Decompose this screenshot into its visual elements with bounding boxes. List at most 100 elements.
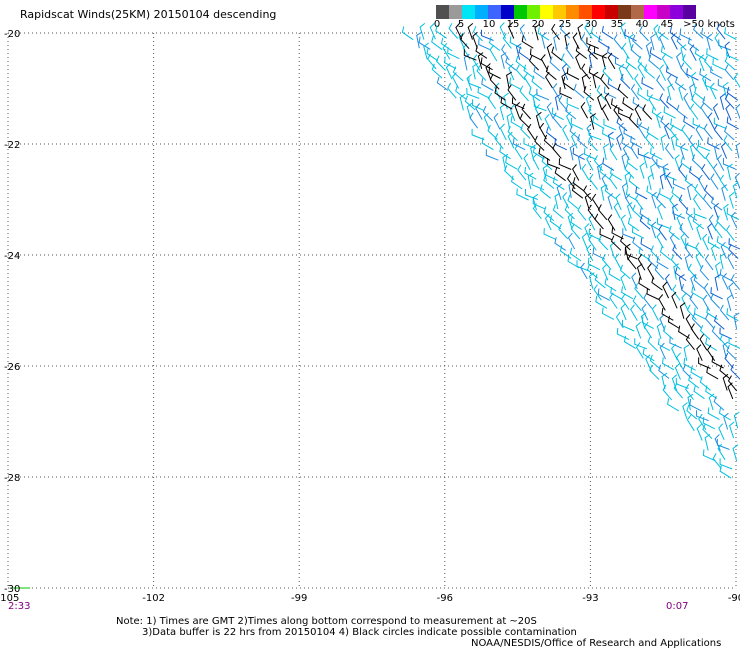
wind-barb	[655, 193, 667, 209]
wind-barb	[667, 315, 680, 329]
wind-barb	[699, 334, 708, 351]
wind-barb	[688, 134, 698, 151]
wind-barb	[482, 106, 493, 122]
wind-barb	[597, 288, 611, 301]
wind-barb	[500, 52, 507, 69]
wind-barb	[572, 32, 580, 50]
wind-barb	[515, 55, 527, 70]
wind-barb	[509, 77, 522, 91]
wind-barb	[676, 52, 682, 69]
wind-barb	[544, 213, 552, 231]
wind-barb	[662, 163, 669, 180]
wind-barb	[501, 44, 510, 61]
wind-barb	[721, 184, 727, 201]
wind-barb	[647, 263, 655, 280]
wind-barb	[511, 97, 525, 110]
wind-barb	[694, 307, 707, 320]
wind-barb	[539, 184, 552, 199]
wind-barb	[551, 23, 560, 40]
wind-barb	[678, 84, 684, 101]
lat-tick-label: -28	[4, 473, 20, 484]
wind-barb	[603, 118, 617, 131]
wind-barb	[693, 385, 705, 400]
wind-barb	[586, 244, 594, 262]
wind-barb	[641, 77, 654, 90]
wind-barb	[531, 75, 543, 90]
wind-barb	[665, 172, 673, 189]
wind-barb	[483, 112, 490, 130]
wind-barb	[634, 73, 643, 90]
wind-barb	[552, 176, 565, 191]
wind-barb	[641, 303, 649, 321]
wind-barb	[681, 124, 691, 141]
wind-barb	[706, 48, 719, 61]
wind-barb	[610, 287, 623, 300]
wind-barb	[566, 111, 573, 129]
wind-barb	[505, 156, 518, 170]
wind-barb	[445, 62, 453, 80]
wind-barb	[685, 313, 694, 331]
wind-barb	[443, 56, 457, 70]
wind-barb	[561, 72, 568, 90]
wind-barb	[602, 65, 613, 82]
wind-barb	[702, 96, 713, 111]
wind-barb	[713, 117, 727, 129]
wind-barb	[681, 293, 689, 310]
wind-barb	[590, 113, 597, 130]
wind-barb	[657, 203, 663, 220]
wind-barb	[650, 221, 657, 239]
axis-tick-labels: -105 -102 -99 -96 -93 -90 -20 -22 -24 -26 -28 -30	[0, 29, 740, 604]
wind-barb	[699, 376, 711, 391]
wind-barb	[703, 123, 713, 140]
wind-barb	[724, 352, 734, 369]
wind-barb	[647, 173, 654, 191]
wind-barb	[427, 53, 437, 70]
wind-barb	[684, 253, 691, 271]
wind-barb	[622, 143, 630, 161]
wind-barb	[722, 373, 729, 391]
wind-barb	[686, 68, 699, 81]
wind-barb	[621, 182, 628, 200]
wind-barb	[675, 352, 684, 370]
wind-barb	[680, 232, 688, 250]
wind-barb	[551, 46, 563, 61]
wind-barb	[647, 89, 660, 102]
wind-barb	[593, 284, 602, 301]
wind-barb	[570, 223, 581, 240]
wind-barb	[581, 232, 588, 250]
wind-barb	[598, 234, 609, 251]
wind-barb	[672, 207, 686, 219]
wind-barb	[621, 42, 630, 60]
wind-barb	[707, 112, 715, 130]
wind-barb	[609, 292, 618, 309]
wind-barb	[600, 184, 607, 201]
wind-barb	[669, 194, 679, 211]
wind-barb	[639, 207, 652, 222]
wind-barb	[452, 66, 464, 82]
wind-barb	[565, 104, 577, 120]
legend-swatch	[592, 5, 605, 19]
wind-barb	[622, 228, 635, 240]
wind-barb	[713, 124, 723, 141]
wind-barb	[589, 173, 598, 190]
wind-barb	[477, 86, 490, 99]
wind-barb	[685, 334, 695, 351]
wind-barb	[599, 165, 611, 180]
wind-barb	[489, 44, 498, 62]
legend-swatch	[475, 5, 488, 19]
wind-barb	[686, 414, 695, 432]
wind-barb	[699, 68, 712, 82]
lat-tick-label: -20	[4, 29, 20, 40]
wind-barb	[650, 147, 663, 160]
wind-barb	[571, 131, 578, 149]
wind-barb	[646, 185, 659, 199]
wind-barb	[472, 25, 483, 42]
wind-barb	[659, 245, 671, 261]
wind-barb	[637, 55, 648, 72]
wind-barb	[650, 33, 656, 51]
wind-barb	[468, 77, 482, 89]
wind-barb	[584, 193, 591, 210]
wind-barb	[632, 34, 643, 50]
wind-barb	[584, 223, 591, 240]
wind-barb	[431, 35, 443, 51]
